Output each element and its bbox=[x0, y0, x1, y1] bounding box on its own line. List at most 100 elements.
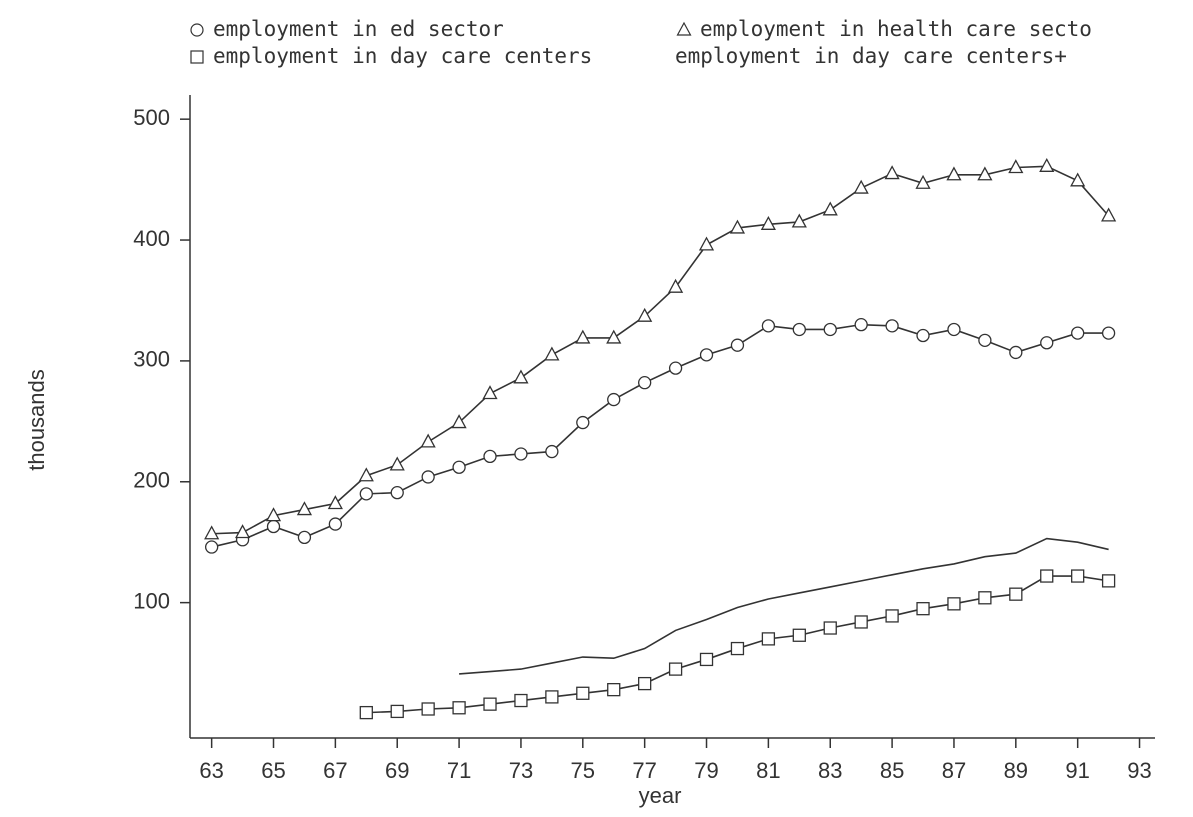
x-tick-label: 73 bbox=[509, 758, 533, 783]
marker bbox=[576, 415, 590, 430]
marker bbox=[1008, 159, 1024, 174]
marker bbox=[761, 632, 776, 646]
x-tick-label: 87 bbox=[942, 758, 966, 783]
marker bbox=[854, 615, 868, 629]
marker bbox=[390, 485, 404, 500]
marker bbox=[1101, 326, 1116, 340]
marker bbox=[947, 597, 961, 611]
marker bbox=[1040, 336, 1054, 350]
legend-marker bbox=[190, 50, 204, 64]
marker bbox=[266, 519, 281, 534]
marker bbox=[668, 662, 683, 676]
marker bbox=[699, 652, 714, 667]
legend-marker bbox=[190, 23, 204, 37]
x-tick-label: 69 bbox=[385, 758, 409, 783]
marker bbox=[328, 517, 343, 531]
marker bbox=[451, 414, 467, 429]
marker bbox=[575, 329, 591, 344]
x-tick-label: 85 bbox=[880, 758, 904, 783]
marker bbox=[884, 165, 900, 180]
marker bbox=[915, 174, 931, 189]
marker bbox=[760, 215, 776, 230]
marker bbox=[823, 621, 837, 635]
marker bbox=[668, 278, 684, 293]
x-tick-label: 81 bbox=[756, 758, 780, 783]
marker bbox=[638, 376, 652, 390]
x-tick-label: 77 bbox=[632, 758, 656, 783]
marker bbox=[977, 166, 993, 181]
marker bbox=[730, 338, 745, 352]
marker bbox=[204, 525, 220, 540]
y-tick-label: 200 bbox=[133, 468, 170, 493]
marker bbox=[389, 456, 405, 471]
marker bbox=[1101, 574, 1116, 588]
marker bbox=[359, 705, 373, 720]
x-tick-label: 79 bbox=[694, 758, 718, 783]
marker bbox=[452, 701, 466, 715]
marker bbox=[729, 219, 746, 234]
x-tick-label: 91 bbox=[1065, 758, 1089, 783]
marker bbox=[296, 501, 313, 516]
marker bbox=[792, 322, 806, 337]
marker bbox=[482, 385, 498, 400]
marker bbox=[483, 449, 497, 464]
marker bbox=[946, 166, 962, 181]
marker bbox=[823, 322, 837, 337]
marker bbox=[792, 628, 806, 642]
series-line bbox=[459, 537, 1109, 675]
marker bbox=[265, 507, 282, 522]
marker bbox=[607, 683, 621, 697]
marker bbox=[822, 201, 838, 216]
marker bbox=[576, 686, 590, 700]
marker bbox=[607, 392, 621, 407]
y-axis-label: thousands bbox=[24, 369, 49, 471]
marker bbox=[761, 319, 776, 333]
marker bbox=[483, 697, 497, 711]
marker bbox=[1070, 172, 1086, 187]
marker bbox=[234, 524, 251, 539]
marker bbox=[359, 487, 373, 501]
legend-marker bbox=[676, 21, 692, 36]
x-tick-label: 93 bbox=[1127, 758, 1151, 783]
x-tick-label: 67 bbox=[323, 758, 347, 783]
marker bbox=[358, 467, 374, 482]
marker bbox=[545, 690, 559, 704]
marker bbox=[916, 602, 930, 616]
marker bbox=[452, 460, 466, 474]
marker bbox=[854, 317, 868, 332]
marker bbox=[730, 641, 745, 656]
x-tick-label: 65 bbox=[261, 758, 285, 783]
marker bbox=[947, 322, 961, 337]
marker bbox=[1071, 326, 1085, 340]
marker bbox=[1101, 207, 1117, 222]
marker bbox=[885, 609, 899, 623]
marker bbox=[421, 702, 435, 716]
x-tick-label: 83 bbox=[818, 758, 842, 783]
x-tick-label: 63 bbox=[199, 758, 223, 783]
marker bbox=[420, 433, 436, 448]
x-tick-label: 75 bbox=[571, 758, 595, 783]
marker bbox=[390, 704, 404, 719]
marker bbox=[916, 328, 930, 343]
series-line bbox=[211, 165, 1110, 535]
y-tick-label: 500 bbox=[133, 105, 170, 130]
marker bbox=[544, 346, 560, 361]
marker bbox=[1009, 345, 1023, 360]
y-tick-label: 100 bbox=[133, 588, 170, 613]
marker bbox=[791, 213, 807, 228]
marker bbox=[421, 470, 435, 484]
marker bbox=[205, 540, 219, 554]
marker bbox=[668, 361, 683, 375]
marker bbox=[1071, 569, 1085, 583]
x-tick-label: 89 bbox=[1004, 758, 1028, 783]
marker bbox=[606, 329, 622, 344]
legend-label: employment in ed sector bbox=[213, 17, 504, 41]
marker bbox=[514, 693, 528, 708]
marker bbox=[978, 591, 992, 605]
legend-label: employment in day care centers+ bbox=[675, 44, 1067, 68]
marker bbox=[1009, 587, 1023, 601]
marker bbox=[327, 495, 343, 510]
legend-label: employment in health care secto bbox=[700, 17, 1092, 41]
legend-label: employment in day care centers bbox=[213, 44, 592, 68]
